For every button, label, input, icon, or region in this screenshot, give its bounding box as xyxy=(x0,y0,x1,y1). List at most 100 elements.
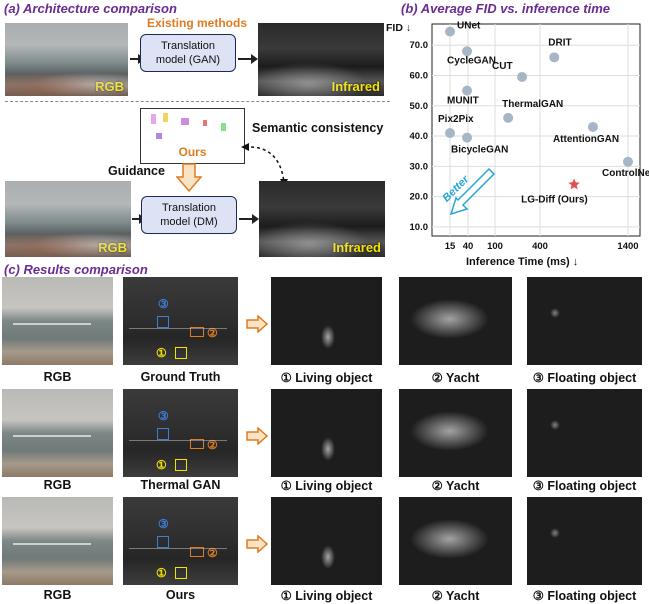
point-label-attentiongan: AttentionGAN xyxy=(553,134,619,145)
ours-label: Ours xyxy=(178,145,207,159)
row1-floating-object-caption: ③ Floating object xyxy=(532,371,637,385)
row2-rgb-caption: RGB xyxy=(43,478,72,492)
point-bicyclegan xyxy=(462,132,473,143)
row2-living-object-caption: ① Living object xyxy=(280,479,373,493)
point-lg-diff-ours xyxy=(568,178,580,190)
marker-number-orange: ② xyxy=(207,546,218,560)
point-label-munit: MUNIT xyxy=(447,96,479,107)
object-highlight xyxy=(550,527,560,538)
row1-yacht-image xyxy=(399,277,512,365)
marker-box-blue xyxy=(157,536,169,548)
marker-number-yellow: ① xyxy=(156,346,167,360)
row2-living-object-image xyxy=(271,389,382,477)
point-label-cut: CUT xyxy=(492,61,513,72)
fid-chart: 70.0 60.0 50.0 40.0 30.0 20.0 10.0 15 40 100 400 14… xyxy=(410,21,649,252)
y-tick-label: 70.0 xyxy=(410,40,429,51)
zoom-arrow xyxy=(246,427,268,445)
marker-box-yellow xyxy=(175,347,187,359)
guidance-label: Guidance xyxy=(108,164,165,178)
marker-number-orange: ② xyxy=(207,438,218,452)
existing-methods-label: Existing methods xyxy=(147,16,248,30)
row1-infrared-caption: Ground Truth xyxy=(140,370,221,384)
point-munit xyxy=(462,85,473,96)
marker-box-blue xyxy=(157,316,169,328)
rgb-input-image-top: RGB xyxy=(5,23,128,96)
guidance-arrow xyxy=(176,163,202,193)
row1-living-object-image xyxy=(271,277,382,365)
y-tick-label: 60.0 xyxy=(410,70,429,81)
row1-yacht-caption: ② Yacht xyxy=(431,371,480,385)
point-cut xyxy=(517,72,528,82)
panel-b-title: (b) Average FID vs. inference time xyxy=(401,1,611,16)
marker-box-blue xyxy=(157,428,169,440)
row1-infrared-image: ③ ② ① xyxy=(123,277,238,365)
y-tick-label: 10.0 xyxy=(410,222,429,233)
y-tick-label: 20.0 xyxy=(410,192,429,203)
object-highlight xyxy=(550,307,560,318)
arrow-gan-to-ir xyxy=(238,54,258,64)
object-highlight xyxy=(320,325,335,350)
object-highlight xyxy=(320,437,335,462)
row3-living-object-caption: ① Living object xyxy=(280,589,373,603)
infrared-output-image-top: Infrared xyxy=(258,23,384,96)
point-label-lg-diff-ours: LG-Diff (Ours) xyxy=(521,195,588,206)
row1-rgb-image xyxy=(2,277,113,365)
row2-yacht-image xyxy=(399,389,512,477)
row3-yacht-caption: ② Yacht xyxy=(431,589,480,603)
y-tick-label: 30.0 xyxy=(410,161,429,172)
marker-number-blue: ③ xyxy=(158,517,169,531)
semantic-consistency-label: Semantic consistency xyxy=(252,121,384,135)
row1-rgb-caption: RGB xyxy=(43,370,72,384)
zoom-arrow xyxy=(246,535,268,553)
row2-floating-object-image xyxy=(527,389,642,477)
point-label-thermalgan: ThermalGAN xyxy=(502,99,563,110)
x-tick-label: 400 xyxy=(532,241,548,252)
point-thermalgan xyxy=(503,112,514,123)
row2-yacht-caption: ② Yacht xyxy=(431,479,480,493)
row3-floating-object-caption: ③ Floating object xyxy=(532,589,637,603)
marker-number-blue: ③ xyxy=(158,297,169,311)
y-axis-label: FID ↓ xyxy=(386,22,412,34)
marker-number-blue: ③ xyxy=(158,409,169,423)
infrared-output-image-bottom: Infrared xyxy=(259,181,385,257)
x-axis-label: Inference Time (ms) ↓ xyxy=(466,256,579,268)
y-tick-label: 40.0 xyxy=(410,131,429,142)
arrow-dm-to-ir xyxy=(239,214,259,224)
point-label-cyclegan: CycleGAN xyxy=(447,55,496,66)
point-pix2pix xyxy=(445,128,455,139)
point-label-bicyclegan: BicycleGAN xyxy=(451,145,508,156)
row1-floating-object-image xyxy=(527,277,642,365)
marker-box-orange xyxy=(190,439,204,449)
marker-box-yellow xyxy=(175,567,187,579)
section-divider xyxy=(5,101,390,102)
y-tick-label: 50.0 xyxy=(410,101,429,112)
marker-box-orange xyxy=(190,327,204,337)
point-cyclegan xyxy=(462,46,473,57)
x-tick-label: 15 xyxy=(445,241,456,252)
row3-infrared-caption: Ours xyxy=(165,588,196,602)
point-attentiongan xyxy=(587,121,598,132)
point-unet xyxy=(445,26,455,37)
rgb-input-image-bottom: RGB xyxy=(5,181,131,257)
point-label-controlnet: ControlNet xyxy=(602,168,649,179)
row2-infrared-caption: Thermal GAN xyxy=(140,478,221,492)
x-tick-label: 1400 xyxy=(617,241,638,252)
better-arrow xyxy=(449,167,496,216)
row3-yacht-image xyxy=(399,497,512,585)
row2-rgb-image xyxy=(2,389,113,477)
point-drit xyxy=(549,52,560,63)
object-highlight xyxy=(320,545,335,570)
panel-a-title: (a) Architecture comparison xyxy=(4,1,177,16)
marker-number-orange: ② xyxy=(207,326,218,340)
point-label-pix2pix: Pix2Pix xyxy=(438,114,474,125)
row3-rgb-caption: RGB xyxy=(43,588,72,602)
semantic-map-box: Ours xyxy=(140,108,245,164)
row1-living-object-caption: ① Living object xyxy=(280,371,373,385)
x-tick-label: 40 xyxy=(463,241,474,252)
row3-living-object-image xyxy=(271,497,382,585)
zoom-arrow xyxy=(246,315,268,333)
point-label-drit: DRIT xyxy=(548,37,571,48)
point-label-unet: UNet xyxy=(457,21,481,32)
object-highlight xyxy=(410,519,490,559)
row3-floating-object-image xyxy=(527,497,642,585)
